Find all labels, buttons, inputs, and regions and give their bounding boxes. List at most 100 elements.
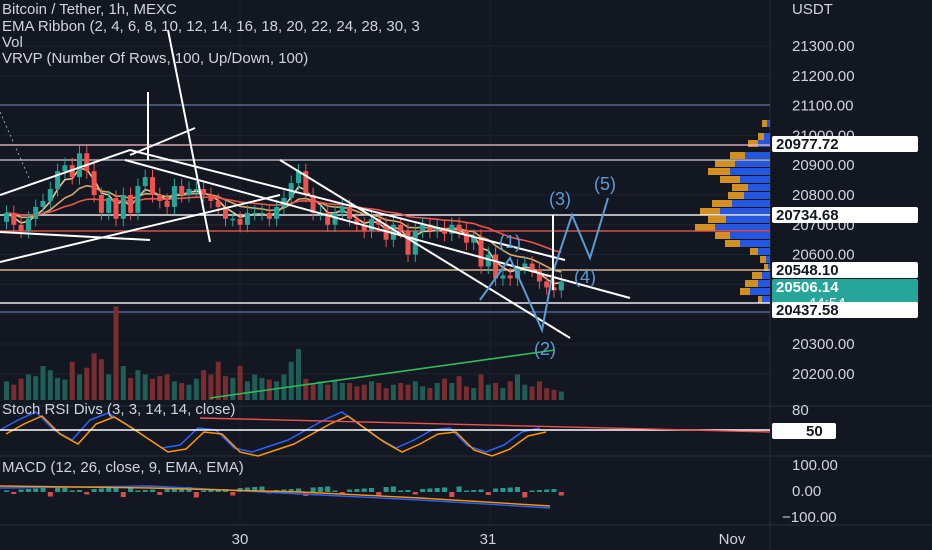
macd-legend[interactable]: MACD (12, 26, close, 9, EMA, EMA) xyxy=(2,459,244,476)
wave-label: (5) xyxy=(594,174,616,194)
candle-body xyxy=(274,206,280,219)
volume-bar xyxy=(33,376,39,400)
volume-bar xyxy=(463,386,469,400)
volume-bar xyxy=(515,374,520,400)
macd-histogram-bar xyxy=(463,490,469,492)
macd-histogram-bar xyxy=(106,488,112,492)
time-axis[interactable]: 30 31 Nov xyxy=(232,531,746,548)
macd-histogram-bar xyxy=(507,487,513,492)
ema-ribbon-legend[interactable]: EMA Ribbon (2, 4, 6, 8, 10, 12, 14, 16, … xyxy=(2,18,420,35)
candle-body xyxy=(252,212,258,215)
volume-legend[interactable]: Vol xyxy=(2,34,23,51)
profile-bar-up xyxy=(762,272,770,279)
macd-histogram-bar xyxy=(98,488,104,492)
candle-body xyxy=(529,263,535,270)
trendline xyxy=(0,149,131,196)
profile-bar-down xyxy=(715,160,735,167)
macd-histogram-bar xyxy=(398,490,404,492)
symbol-title[interactable]: Bitcoin / Tether, 1h, MEXC xyxy=(2,1,177,18)
candle-body xyxy=(62,165,68,172)
volume-bar xyxy=(442,378,447,400)
volume-bar xyxy=(55,377,61,400)
candle-body xyxy=(230,218,236,221)
macd-histogram-bar xyxy=(456,486,462,492)
candle-body xyxy=(420,224,426,231)
macd-histogram-bar xyxy=(230,492,236,496)
volume-bar xyxy=(164,374,170,400)
macd-histogram-bar xyxy=(354,489,360,492)
profile-bar-up xyxy=(748,184,770,191)
profile-bar-down xyxy=(750,248,758,255)
macd-histogram-bar xyxy=(310,487,316,492)
candle-body xyxy=(47,189,53,201)
volume-bar xyxy=(434,383,440,400)
price-tag-label: 20977.72 xyxy=(776,136,839,153)
trendline xyxy=(279,159,571,339)
volume-bar xyxy=(98,359,104,400)
volume-bar xyxy=(244,381,250,400)
profile-bar-up xyxy=(730,168,770,175)
macd-histogram-bar xyxy=(120,492,126,497)
stoch-rsi-legend[interactable]: Stoch RSI Divs (3, 3, 14, 14, close) xyxy=(2,401,236,418)
macd-histogram-bar xyxy=(325,486,331,492)
profile-bar-up xyxy=(766,256,770,263)
macd-histogram-bar xyxy=(412,492,418,495)
profile-bar-down xyxy=(758,296,762,303)
macd-histogram-bar xyxy=(179,487,185,492)
vrvp-legend[interactable]: VRVP (Number Of Rows, 100, Up/Down, 100) xyxy=(2,50,309,67)
candle-body xyxy=(296,171,301,184)
profile-bar-down xyxy=(712,200,732,207)
candle-body xyxy=(522,263,528,267)
candle-body xyxy=(266,212,272,219)
profile-bar-down xyxy=(740,288,750,295)
profile-bar-down xyxy=(764,264,768,271)
candle-body xyxy=(558,281,564,291)
trendline-drawings[interactable] xyxy=(0,29,631,399)
profile-bar-up xyxy=(735,160,770,167)
profile-bar-down xyxy=(708,216,726,223)
macd-histogram-bar xyxy=(157,492,163,495)
macd-histogram-bar xyxy=(361,488,367,492)
macd-histogram-bar xyxy=(558,492,564,496)
macd-histogram-bar xyxy=(536,490,542,492)
volume-bar xyxy=(171,381,177,400)
macd-histogram-bar xyxy=(33,488,39,492)
candle-body xyxy=(427,224,433,231)
volume-bar xyxy=(456,376,462,400)
macd-histogram-bar xyxy=(544,489,550,492)
candle-body xyxy=(449,224,455,234)
price-tick-label: 20200.00 xyxy=(792,366,855,383)
profile-bar-up xyxy=(720,208,770,215)
price-tag-label: 20734.68 xyxy=(776,207,839,224)
volume-bar xyxy=(420,386,426,400)
candle-body xyxy=(157,195,163,201)
volume-bar xyxy=(485,384,491,400)
candle-body xyxy=(171,186,177,207)
macd-histogram-bar xyxy=(128,486,134,492)
candle-body xyxy=(186,189,192,195)
elliott-wave[interactable]: (1) (2) (3) (4) (5) xyxy=(479,174,616,359)
price-tick-label: 20300.00 xyxy=(792,336,855,353)
candle-body xyxy=(544,281,550,288)
wave-label: (4) xyxy=(574,267,596,287)
time-tick-label: Nov xyxy=(719,531,746,548)
candles xyxy=(4,145,564,298)
stoch-tag-label: 50 xyxy=(806,423,823,440)
candle-body xyxy=(303,171,309,195)
price-tag-box xyxy=(772,302,918,318)
price-tag-box xyxy=(772,262,918,278)
volume-bar xyxy=(398,383,404,400)
macd-histogram-bar xyxy=(4,490,9,492)
profile-bar-up xyxy=(732,200,770,207)
profile-bar-down xyxy=(715,232,730,239)
trendline xyxy=(0,231,151,241)
candle-body xyxy=(354,218,360,225)
macd-histogram-bar xyxy=(47,492,53,497)
time-tick-label: 31 xyxy=(480,531,497,548)
volume-bar xyxy=(223,376,228,400)
profile-bar-down xyxy=(730,152,745,159)
profile-bar-down xyxy=(695,224,715,231)
candle-body xyxy=(120,195,126,219)
price-axis[interactable]: 21300.0021200.0021100.0021000.0020900.00… xyxy=(772,38,918,526)
